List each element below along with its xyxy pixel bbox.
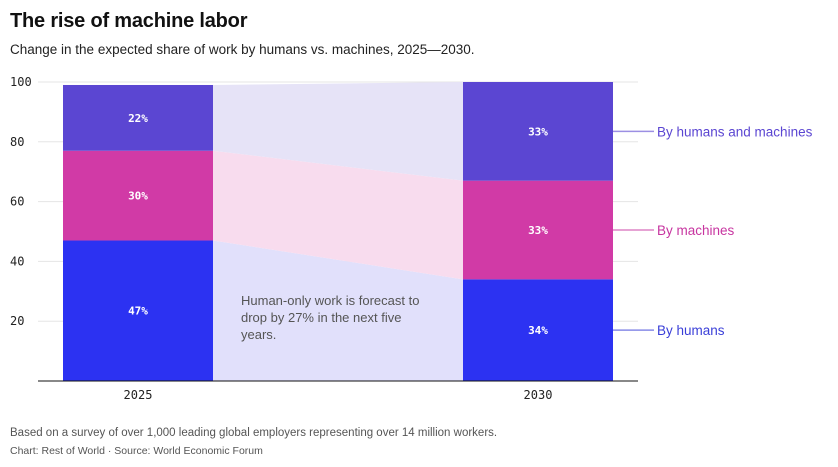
- annotation-line: Human-only work is forecast to: [241, 293, 419, 308]
- x-tick-label: 2025: [124, 388, 153, 402]
- band-by-humans: [213, 240, 463, 381]
- data-label: 30%: [128, 190, 148, 203]
- legend-label: By humans and machines: [657, 124, 813, 139]
- source-text: Source: World Economic Forum: [114, 445, 263, 457]
- data-label: 47%: [128, 305, 148, 318]
- bar-segment-by-machines-2030: [463, 180, 613, 280]
- legend-label: By machines: [657, 223, 735, 238]
- bar-segment-by-humans-and-machines-2025: [63, 84, 213, 151]
- x-tick-label: 2030: [524, 388, 553, 402]
- y-tick-label: 60: [10, 195, 24, 209]
- data-label: 22%: [128, 112, 148, 125]
- bar-segment-by-humans-and-machines-2030: [463, 82, 613, 181]
- data-label: 33%: [528, 224, 548, 237]
- y-tick-label: 80: [10, 135, 24, 149]
- annotation-line: years.: [241, 327, 276, 342]
- chart-title: The rise of machine labor: [10, 10, 248, 32]
- y-tick-label: 40: [10, 254, 24, 268]
- bar-segment-by-machines-2025: [63, 150, 213, 241]
- chart-credit: Chart: Rest of World · Source: World Eco…: [10, 445, 263, 457]
- annotation-line: drop by 27% in the next five: [241, 310, 401, 325]
- y-tick-label: 100: [10, 75, 32, 89]
- y-tick-label: 20: [10, 314, 24, 328]
- bar-segment-by-humans-2025: [63, 240, 213, 381]
- band-by-humans-and-machines: [213, 82, 463, 181]
- band-by-machines: [213, 150, 463, 280]
- data-label: 34%: [528, 324, 548, 337]
- credit-separator: ·: [107, 445, 112, 457]
- credit-text: Chart: Rest of World: [10, 445, 105, 457]
- legend-label: By humans: [657, 323, 725, 338]
- data-label: 33%: [528, 125, 548, 138]
- chart-subtitle: Change in the expected share of work by …: [10, 42, 475, 57]
- chart-footnote: Based on a survey of over 1,000 leading …: [10, 427, 498, 439]
- bar-segment-by-humans-2030: [463, 279, 613, 381]
- chart-annotation: Human-only work is forecast to drop by 27…: [241, 293, 419, 342]
